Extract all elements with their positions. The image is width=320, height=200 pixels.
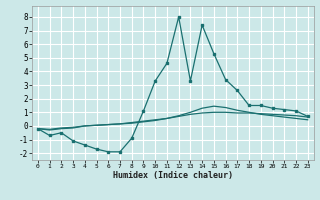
X-axis label: Humidex (Indice chaleur): Humidex (Indice chaleur) (113, 171, 233, 180)
